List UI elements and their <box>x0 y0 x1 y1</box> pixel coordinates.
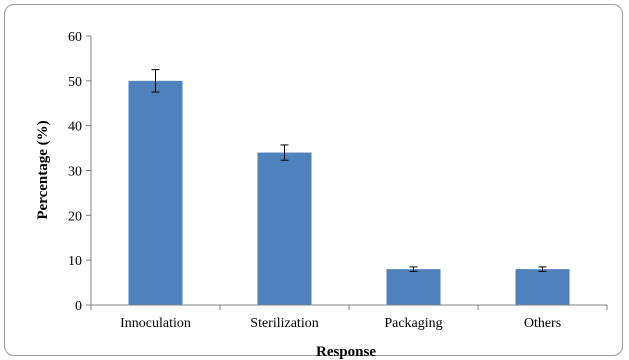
x-tick-label: Sterilization <box>250 316 318 331</box>
y-tick-label: 20 <box>68 209 82 224</box>
y-tick-label: 40 <box>68 120 82 135</box>
bar-sterilization <box>257 152 312 305</box>
y-axis-ticks: 0 10 20 30 40 50 60 <box>68 30 91 314</box>
bar-innoculation <box>128 80 183 305</box>
x-axis-title: Response <box>316 344 376 360</box>
x-axis-ticks: Innoculation Sterilization Packaging Others <box>90 305 608 331</box>
y-tick-label: 30 <box>68 165 82 180</box>
y-axis-title: Percentage (%) <box>35 120 51 219</box>
y-tick-label: 50 <box>68 75 82 90</box>
y-tick-label: 60 <box>68 30 82 45</box>
y-tick-label: 10 <box>68 254 82 269</box>
x-tick-label: Innoculation <box>120 316 191 331</box>
error-bars <box>151 69 547 272</box>
bar-others <box>515 269 570 305</box>
bars <box>128 80 570 305</box>
x-tick-label: Packaging <box>384 316 442 331</box>
y-tick-label: 0 <box>75 299 82 314</box>
x-tick-label: Others <box>524 316 561 331</box>
bar-packaging <box>386 269 441 305</box>
